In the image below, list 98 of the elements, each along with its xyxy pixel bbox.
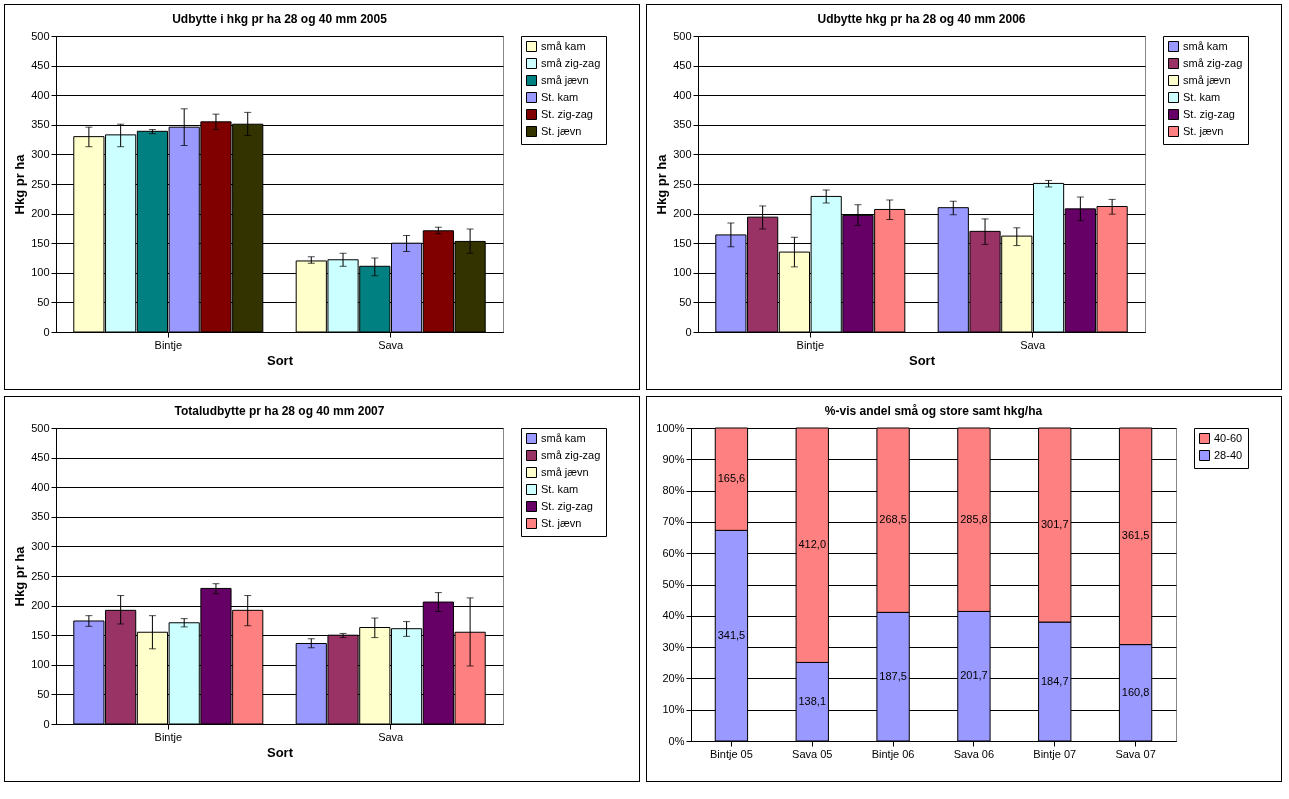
legend-label: små zig-zag [1183,56,1243,69]
y-tick-label: 20% [662,671,685,684]
annotation: 268,5 [879,513,907,526]
legend-label: St. jævn [1183,124,1224,137]
y-tick-label: 250 [31,177,50,190]
x-tick-label: Sava [378,338,405,351]
y-tick-label: 100 [673,266,692,279]
x-tick-label: Bintje 06 [871,747,915,760]
y-axis-title: Hkg pr ha [12,545,28,607]
y-tick-label: 500 [31,29,50,42]
legend-label: små jævn [541,73,589,86]
y-tick-label: 450 [31,59,50,72]
x-tick-label: Bintje 05 [710,747,753,760]
annotation: 165,6 [717,472,746,485]
legend-label: St. jævn [541,516,582,529]
y-tick-label: 450 [31,451,50,464]
chart-title: Udbytte i hkg pr ha 28 og 40 mm 2005 [172,12,388,26]
y-tick-label: 500 [31,421,50,434]
x-axis-title: Sort [267,352,294,368]
y-tick-label: 200 [673,207,692,220]
y-tick-label: 0 [685,325,692,338]
y-tick-label: 0% [668,734,685,747]
chart-title: %-vis andel små og store samt hkg/ha [824,404,1043,418]
legend-label: St. zig-zag [541,107,593,120]
annotation: 361,5 [1121,529,1150,542]
y-tick-label: 250 [31,569,50,582]
legend-label: små zig-zag [541,56,601,69]
y-tick-label: 200 [31,599,50,612]
y-axis-title: Hkg pr ha [12,153,28,215]
x-tick-label: Sava [378,730,405,743]
legend-label: St. kam [1183,90,1221,103]
y-tick-label: 400 [31,480,50,493]
legend-label: 28-40 [1214,448,1243,461]
y-tick-label: 100 [31,658,50,671]
y-tick-label: 90% [662,452,685,465]
annotation: 138,1 [798,694,827,707]
x-tick-label: Bintje [154,338,183,351]
annotation: 201,7 [960,669,988,682]
annotation: 412,0 [798,538,827,551]
x-tick-label: Bintje [154,730,183,743]
y-tick-label: 60% [662,546,685,559]
y-tick-label: 400 [31,88,50,101]
y-tick-label: 300 [673,147,692,160]
annotation: 341,5 [717,628,746,641]
legend-label: små zig-zag [541,448,601,461]
y-tick-label: 80% [662,484,685,497]
annotation: 184,7 [1040,674,1069,687]
y-tick-label: 150 [31,236,50,249]
x-tick-label: Bintje 07 [1033,747,1077,760]
y-tick-label: 0 [43,325,50,338]
chart-title: Udbytte hkg pr ha 28 og 40 mm 2006 [817,12,1026,26]
y-tick-label: 250 [673,177,692,190]
y-tick-label: 300 [31,539,50,552]
y-tick-label: 500 [673,29,692,42]
y-tick-label: 350 [673,118,692,131]
y-tick-label: 70% [662,515,685,528]
legend-label: små kam [541,39,586,52]
y-tick-label: 200 [31,207,50,220]
legend-label: St. zig-zag [541,499,593,512]
legend-label: St. zig-zag [1183,107,1235,120]
y-tick-label: 50 [679,295,692,308]
y-tick-label: 150 [31,628,50,641]
y-tick-label: 50 [37,687,50,700]
legend-label: små jævn [1183,73,1231,86]
annotation: 187,5 [879,669,907,682]
x-axis-title: Sort [909,352,936,368]
y-tick-label: 450 [673,59,692,72]
legend-label: små jævn [541,465,589,478]
y-tick-label: 400 [673,88,692,101]
annotation: 160,8 [1121,685,1150,698]
y-tick-label: 40% [662,609,685,622]
legend-label: små kam [1183,39,1228,52]
y-tick-label: 100 [31,266,50,279]
y-tick-label: 10% [662,703,685,716]
y-tick-label: 350 [31,510,50,523]
y-tick-label: 30% [662,640,685,653]
y-tick-label: 350 [31,118,50,131]
y-tick-label: 100% [656,421,685,434]
y-tick-label: 300 [31,147,50,160]
chart-title: Totaludbytte pr ha 28 og 40 mm 2007 [174,404,385,418]
legend-label: St. kam [541,90,579,103]
x-axis-title: Sort [267,744,294,760]
y-tick-label: 50% [662,578,685,590]
annotation: 301,7 [1040,518,1069,531]
y-tick-label: 50 [37,295,50,308]
x-tick-label: Bintje [796,338,825,351]
legend-label: St. jævn [541,124,582,137]
x-tick-label: Sava 07 [1115,747,1156,760]
legend-label: 40-60 [1214,431,1243,444]
y-tick-label: 0 [43,717,50,730]
y-axis-title: Hkg pr ha [654,153,670,215]
x-tick-label: Sava 05 [792,747,833,760]
annotation: 285,8 [960,512,988,525]
legend-label: St. kam [541,482,579,495]
legend-label: små kam [541,431,586,444]
y-tick-label: 150 [673,236,692,249]
x-tick-label: Sava [1020,338,1047,351]
x-tick-label: Sava 06 [953,747,995,760]
